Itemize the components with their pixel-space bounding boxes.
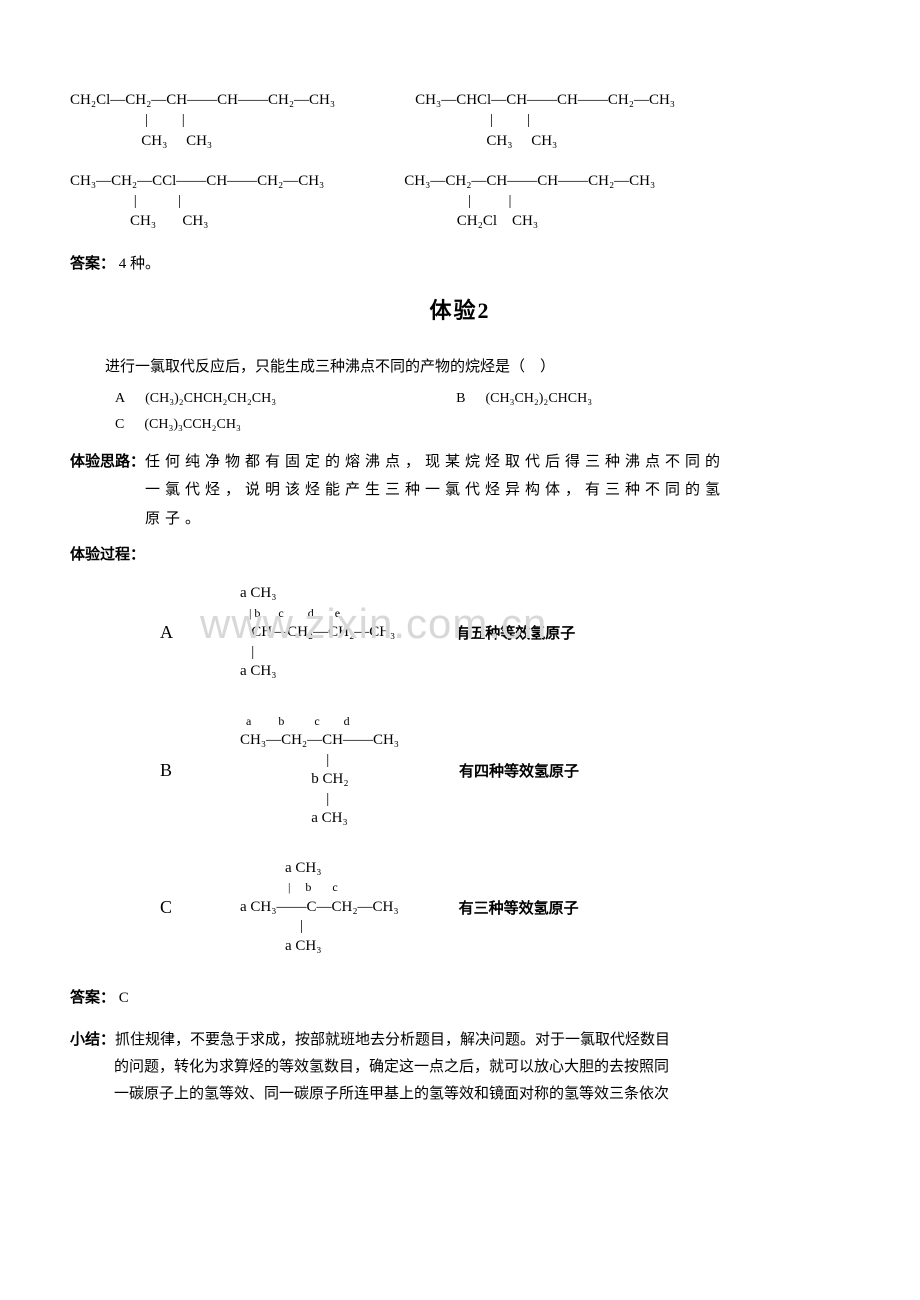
f4-sub2: CH₂Cl CH₃ (404, 213, 538, 229)
f1-sub: | | (70, 112, 185, 128)
thinking-line1: 任何纯净物都有固定的熔沸点，现某烷烃取代后得三种沸点不同的 (145, 454, 725, 470)
answer-1: 答案： 4 种。 (70, 252, 850, 273)
eb-l6: a CH₃ (240, 810, 348, 826)
ea-l2: | b c d e (240, 606, 340, 620)
process-label: 体验过程： (70, 543, 850, 564)
summary-line1: 抓住规律，不要急于求成，按部就班地去分析题目，解决问题。对于一氯取代烃数目 (115, 1032, 670, 1048)
option-c: C (CH₃)₃CCH₂CH₃ (115, 417, 850, 433)
ec-l5: a CH₃ (240, 938, 321, 954)
opt-a-label: A (115, 391, 125, 406)
summary-block: 小结：抓住规律，不要急于求成，按部就班地去分析题目，解决问题。对于一氯取代烃数目… (70, 1027, 850, 1108)
formula-1: CH₂Cl―CH₂―CH――CH――CH₂―CH₃ | | CH₃ CH₃ (70, 90, 335, 151)
f2-sub: | | (415, 112, 530, 128)
f1-sub2: CH₃ CH₃ (70, 133, 212, 149)
eb-l2: CH₃―CH₂―CH――CH₃ (240, 732, 399, 748)
ec-l3: a CH₃――C―CH₂―CH₃ (240, 899, 399, 915)
ea-l5: a CH₃ (240, 663, 276, 679)
example-c-letter: C (160, 897, 180, 918)
ea-l1: a CH₃ (240, 585, 276, 601)
ec-l2: | b c (240, 880, 338, 894)
example-c: C a CH₃ | b c a CH₃――C―CH₂―CH₃ | a CH₃ 有… (70, 859, 850, 957)
thinking-line3: 原子。 (145, 505, 850, 534)
summary-line2: 的问题，转化为求算烃的等效氢数目，确定这一点之后，就可以放心大胆的去按照同 (114, 1054, 850, 1081)
example-a-formula: a CH₃ | b c d e CH―CH₂―CH₂―CH₃ | a CH₃ (240, 584, 395, 682)
thinking-block: 体验思路：任何纯净物都有固定的熔沸点，现某烷烃取代后得三种沸点不同的 一氯代烃，… (70, 448, 850, 534)
opt-c-text: (CH₃)₃CCH₂CH₃ (144, 417, 241, 432)
summary-label: 小结： (70, 1032, 115, 1048)
ea-l4: | (240, 644, 254, 660)
summary-line3: 一碳原子上的氢等效、同一碳原子所连甲基上的氢等效和镜面对称的氢等效三条依次 (114, 1081, 850, 1108)
eb-l3: | (240, 752, 329, 768)
ec-l1: a CH₃ (240, 860, 321, 876)
f2-sub2: CH₃ CH₃ (415, 133, 557, 149)
f2-main: CH₃―CHCl―CH――CH――CH₂―CH₃ (415, 92, 675, 108)
opt-b-text: (CH₃CH₂)₂CHCH₃ (485, 391, 592, 406)
example-a-desc: 有五种等效氢原子 (455, 622, 575, 643)
ea-l3: CH―CH₂―CH₂―CH₃ (240, 624, 395, 640)
example-b-letter: B (160, 760, 180, 781)
answer2-label: 答案： (70, 990, 115, 1006)
formula-2: CH₃―CHCl―CH――CH――CH₂―CH₃ | | CH₃ CH₃ (415, 90, 675, 151)
formula-4: CH₃―CH₂―CH――CH――CH₂―CH₃ | | CH₂Cl CH₃ (404, 171, 655, 232)
example-c-desc: 有三种等效氢原子 (459, 897, 579, 918)
f3-sub2: CH₃ CH₃ (70, 213, 208, 229)
question-text: 进行一氯取代反应后，只能生成三种沸点不同的产物的烷烃是（ ） (105, 355, 850, 376)
options-row-1: A (CH₃)₂CHCH₂CH₂CH₃ B (CH₃CH₂)₂CHCH₃ (115, 391, 850, 407)
eb-l1: a b c d (240, 714, 350, 728)
eb-l4: b CH₂ (240, 771, 349, 787)
answer1-label: 答案： (70, 256, 115, 272)
answer2-text: C (115, 990, 129, 1006)
formula-row-2: CH₃―CH₂―CCl――CH――CH₂―CH₃ | | CH₃ CH₃ CH₃… (70, 171, 850, 232)
example-b-formula: a b c d CH₃―CH₂―CH――CH₃ | b CH₂ | a CH₃ (240, 712, 399, 829)
eb-l5: | (240, 791, 329, 807)
opt-b-label: B (456, 391, 465, 406)
formula-row-1: CH₂Cl―CH₂―CH――CH――CH₂―CH₃ | | CH₃ CH₃ CH… (70, 90, 850, 151)
f1-main: CH₂Cl―CH₂―CH――CH――CH₂―CH₃ (70, 92, 335, 108)
option-a: A (CH₃)₂CHCH₂CH₂CH₃ (115, 391, 276, 407)
example-a-letter: A (160, 622, 180, 643)
example-a: A a CH₃ | b c d e CH―CH₂―CH₂―CH₃ | a CH₃… (70, 584, 850, 682)
f3-sub: | | (70, 193, 181, 209)
example-b: B a b c d CH₃―CH₂―CH――CH₃ | b CH₂ | a CH… (70, 712, 850, 829)
thinking-label: 体验思路： (70, 454, 145, 470)
f4-main: CH₃―CH₂―CH――CH――CH₂―CH₃ (404, 173, 655, 189)
f4-sub: | | (404, 193, 511, 209)
formula-3: CH₃―CH₂―CCl――CH――CH₂―CH₃ | | CH₃ CH₃ (70, 171, 324, 232)
opt-c-label: C (115, 417, 124, 432)
f3-main: CH₃―CH₂―CCl――CH――CH₂―CH₃ (70, 173, 324, 189)
option-b: B (CH₃CH₂)₂CHCH₃ (456, 391, 592, 407)
ec-l4: | (240, 918, 303, 934)
answer-2: 答案： C (70, 986, 850, 1007)
answer1-text: 4 种。 (115, 256, 160, 272)
opt-a-text: (CH₃)₂CHCH₂CH₂CH₃ (145, 391, 276, 406)
section-title: 体验2 (70, 293, 850, 325)
thinking-line2: 一氯代烃，说明该烃能产生三种一氯代烃异构体，有三种不同的氢 (145, 476, 850, 505)
example-b-desc: 有四种等效氢原子 (459, 760, 579, 781)
example-c-formula: a CH₃ | b c a CH₃――C―CH₂―CH₃ | a CH₃ (240, 859, 399, 957)
